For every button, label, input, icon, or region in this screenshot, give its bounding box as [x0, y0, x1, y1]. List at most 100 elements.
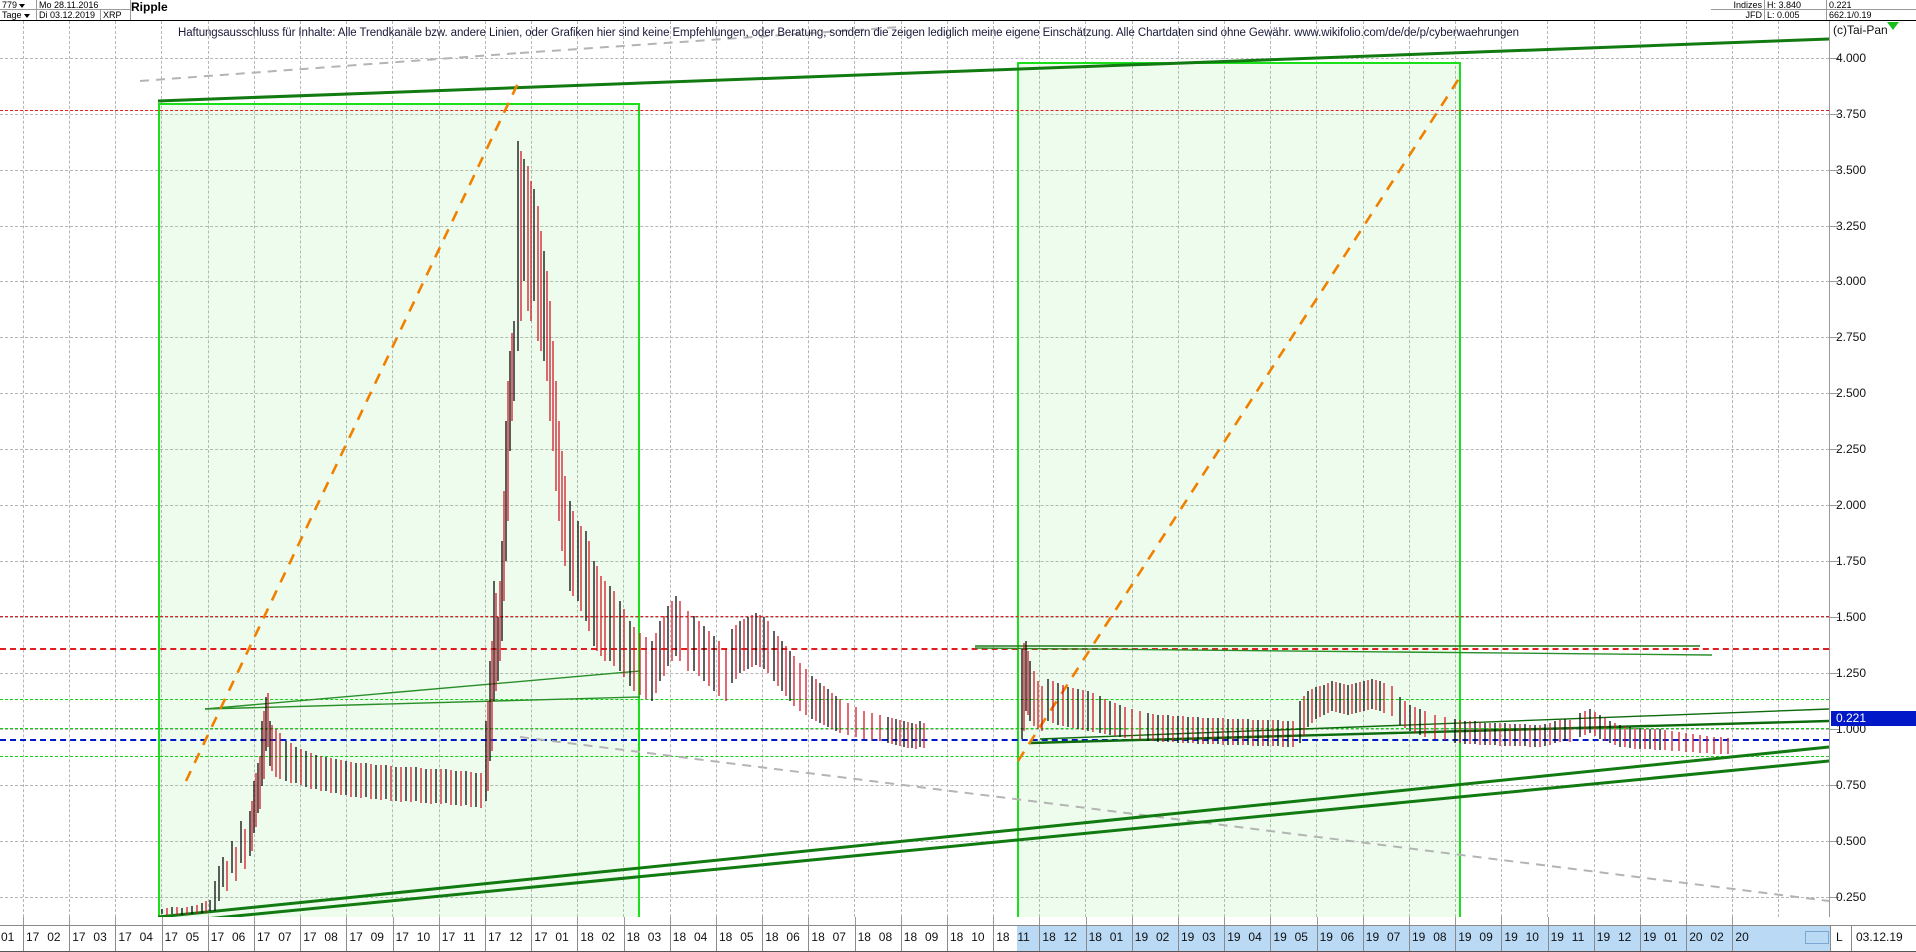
date-year-label[interactable]: 17	[210, 930, 225, 944]
date-year-label[interactable]: 18	[580, 930, 594, 944]
y-tick-label: 0.750	[1836, 778, 1867, 792]
date-year-label[interactable]: 19	[1596, 930, 1611, 944]
date-year-label[interactable]: 17	[441, 930, 456, 944]
date-year-label[interactable]: 17	[118, 930, 132, 944]
date-year-label[interactable]: 18	[672, 930, 687, 944]
date-month-label[interactable]: 10	[416, 930, 431, 944]
date-month-label[interactable]: 04	[139, 930, 153, 944]
date-tick	[23, 917, 24, 925]
date-label-separator	[993, 926, 995, 951]
highlight-box-right[interactable]	[1017, 62, 1461, 917]
date-year-label[interactable]: 19	[1365, 930, 1380, 944]
date-month-label[interactable]: 05	[740, 930, 754, 944]
bars-count-selector[interactable]: 779	[0, 0, 37, 10]
date-year-label[interactable]: 18	[626, 930, 640, 944]
date-year-label[interactable]: 20	[1735, 930, 1749, 944]
date-year-label[interactable]: 19	[1319, 930, 1333, 944]
date-month-label[interactable]: 03	[647, 930, 662, 944]
y-tick-label: 2.500	[1836, 386, 1867, 400]
date-year-label[interactable]: 17	[534, 930, 548, 944]
date-axis[interactable]: L 03.12.19 01 17 02 17 03 17 04 17 05 17 06 17 07 17 0…	[0, 917, 1916, 952]
date-year-label[interactable]: 17	[257, 930, 271, 944]
date-month-label[interactable]: 12	[509, 930, 523, 944]
date-month-label[interactable]: 01	[1, 930, 15, 944]
date-year-label[interactable]: 17	[72, 930, 86, 944]
date-year-label[interactable]: 19	[1643, 930, 1657, 944]
date-label-separator	[1501, 926, 1503, 951]
date-year-label[interactable]: 18	[857, 930, 871, 944]
date-month-label[interactable]: 08	[1433, 930, 1447, 944]
date-month-label[interactable]: 02	[47, 930, 61, 944]
date-month-label[interactable]: 06	[1340, 930, 1355, 944]
date-month-label[interactable]: 04	[1248, 930, 1262, 944]
date-month-label[interactable]: 01	[555, 930, 569, 944]
date-year-label[interactable]: 19	[1134, 930, 1149, 944]
date-year-label[interactable]: 17	[395, 930, 409, 944]
date-label-separator	[1547, 926, 1549, 951]
date-year-label[interactable]: 19	[1458, 930, 1472, 944]
date-month-label[interactable]: 05	[1294, 930, 1308, 944]
date-month-label[interactable]: 11	[1017, 930, 1030, 944]
date-month-label[interactable]: 10	[971, 930, 985, 944]
date-year-label[interactable]: 18	[811, 930, 825, 944]
price-axis[interactable]: (c)Tai-Pan 4.000 3.750 3.500 3.250 3.000…	[1829, 21, 1916, 917]
date-month-label[interactable]: 08	[878, 930, 893, 944]
date-month-label[interactable]: 11	[1571, 930, 1585, 944]
date-month-label[interactable]: 06	[232, 930, 246, 944]
date-year-label[interactable]: 18	[903, 930, 918, 944]
date-selection-band[interactable]	[1017, 926, 1830, 951]
date-month-label[interactable]: 01	[1109, 930, 1124, 944]
date-year-label[interactable]: 17	[488, 930, 502, 944]
date-year-label[interactable]: 19	[1412, 930, 1426, 944]
date-year-label[interactable]: 18	[950, 930, 964, 944]
date-month-label[interactable]: 02	[1710, 930, 1724, 944]
date-label-separator	[1131, 926, 1133, 951]
date-tick	[577, 917, 579, 925]
date-month-label[interactable]: 12	[1063, 930, 1077, 944]
date-year-label[interactable]: 17	[303, 930, 317, 944]
highlight-box-left[interactable]	[158, 103, 640, 917]
date-year-label[interactable]: 20	[1689, 930, 1703, 944]
chart-plot-area[interactable]	[0, 21, 1829, 917]
date-tick	[1686, 917, 1688, 925]
date-year-label[interactable]: 17	[26, 930, 40, 944]
date-label-separator	[762, 926, 764, 951]
y-tick-label: 3.500	[1836, 163, 1867, 177]
date-year-label[interactable]: 18	[719, 930, 733, 944]
date-month-label[interactable]: 07	[278, 930, 292, 944]
date-month-label[interactable]: 08	[324, 930, 338, 944]
date-month-label[interactable]: 10	[1525, 930, 1539, 944]
date-tick	[1085, 917, 1087, 925]
date-from[interactable]: Mo 28.11.2016	[37, 0, 131, 10]
date-month-label[interactable]: 04	[694, 930, 708, 944]
date-month-label[interactable]: 06	[786, 930, 800, 944]
date-year-label[interactable]: 17	[349, 930, 363, 944]
date-year-label[interactable]: 19	[1181, 930, 1195, 944]
date-year-label[interactable]: 19	[1273, 930, 1287, 944]
date-year-label[interactable]: 18	[1042, 930, 1056, 944]
date-month-label[interactable]: 01	[1664, 930, 1678, 944]
date-year-label[interactable]: 17	[164, 930, 178, 944]
date-year-label[interactable]: 19	[1227, 930, 1241, 944]
date-month-label[interactable]: 07	[1387, 930, 1401, 944]
date-month-label[interactable]: 09	[925, 930, 939, 944]
date-month-label[interactable]: 07	[832, 930, 846, 944]
date-year-label[interactable]: 18	[765, 930, 779, 944]
date-year-label[interactable]: 18	[996, 930, 1010, 944]
date-month-label[interactable]: 09	[1479, 930, 1493, 944]
trendline-thin-green-2017	[204, 670, 641, 710]
date-year-label[interactable]: 19	[1504, 930, 1518, 944]
date-year-label[interactable]: 19	[1550, 930, 1564, 944]
date-month-label[interactable]: 02	[601, 930, 615, 944]
date-month-label[interactable]: 09	[370, 930, 384, 944]
ref-line-ath	[0, 110, 1829, 111]
date-month-label[interactable]: 12	[1618, 930, 1632, 944]
date-month-label[interactable]: 03	[1202, 930, 1216, 944]
date-month-label[interactable]: 11	[463, 930, 476, 944]
date-year-label[interactable]: 18	[1088, 930, 1102, 944]
date-month-label[interactable]: 02	[1156, 930, 1170, 944]
date-tick	[485, 917, 486, 925]
date-tick	[115, 917, 117, 925]
date-month-label[interactable]: 05	[185, 930, 200, 944]
date-month-label[interactable]: 03	[93, 930, 107, 944]
